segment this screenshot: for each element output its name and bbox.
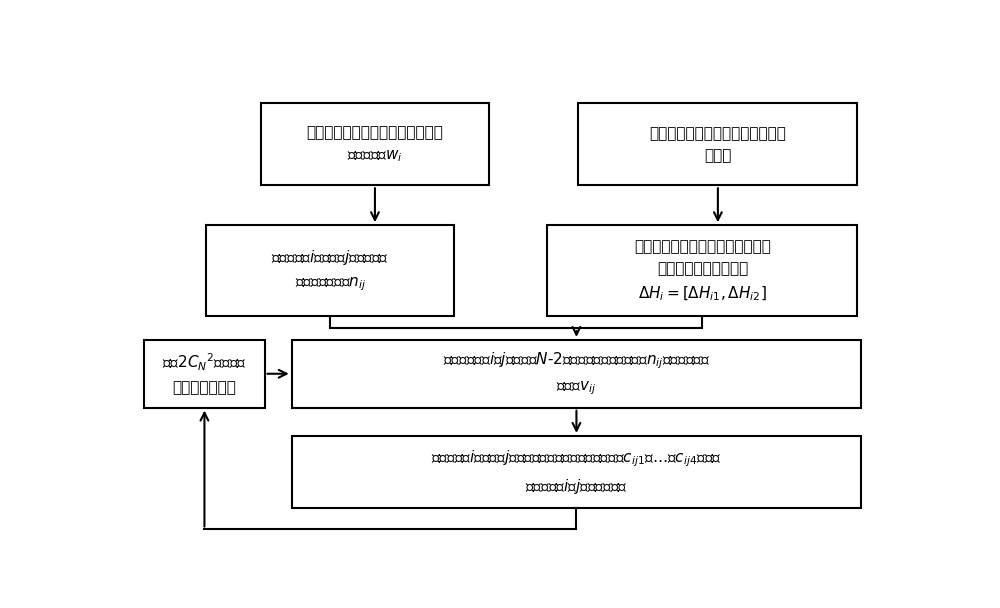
- Text: 重复$2C_N{}^2$次，直至
画出所有包络面: 重复$2C_N{}^2$次，直至 画出所有包络面: [162, 352, 247, 396]
- Text: 计算动量轮$i$和动量轮$j$构成的最大
包络面的法向量$n_{ij}$: 计算动量轮$i$和动量轮$j$构成的最大 包络面的法向量$n_{ij}$: [271, 248, 389, 293]
- Bar: [206, 225, 454, 316]
- Bar: [144, 340, 264, 408]
- Text: 根据动量轮的偏置角动量，计算动
量轮角动量的输出范围
$\Delta H_i=[\Delta H_{i1},\Delta H_{i2}]$: 根据动量轮的偏置角动量，计算动 量轮角动量的输出范围 $\Delta H_i=[…: [634, 239, 771, 303]
- Bar: [578, 103, 857, 185]
- Bar: [261, 103, 489, 185]
- Bar: [292, 340, 861, 408]
- Bar: [292, 436, 861, 508]
- Text: 计算除动量轮$i$和$j$外，其余$N$-2个动量轮饱和时在法向量$n_{ij}$上的合成角动
量方向$v_{ij}$: 计算除动量轮$i$和$j$外，其余$N$-2个动量轮饱和时在法向量$n_{ij}…: [443, 350, 710, 397]
- Bar: [547, 225, 857, 316]
- Text: 计算动量轮$i$和动量轮$j$对应包络面（四边形）的四个角点$c_{ij1}$，…，$c_{ij4}$，进而
画出动量轮$i$和$j$对应的包络面: 计算动量轮$i$和动量轮$j$对应包络面（四边形）的四个角点$c_{ij1}$，…: [431, 448, 722, 496]
- Text: 确定各动量轮在整星质心坐标系下
的安装向量$w_i$: 确定各动量轮在整星质心坐标系下 的安装向量$w_i$: [306, 125, 443, 164]
- Text: 确定各动量轮的标称角动量及偏置
角动量: 确定各动量轮的标称角动量及偏置 角动量: [649, 126, 786, 163]
